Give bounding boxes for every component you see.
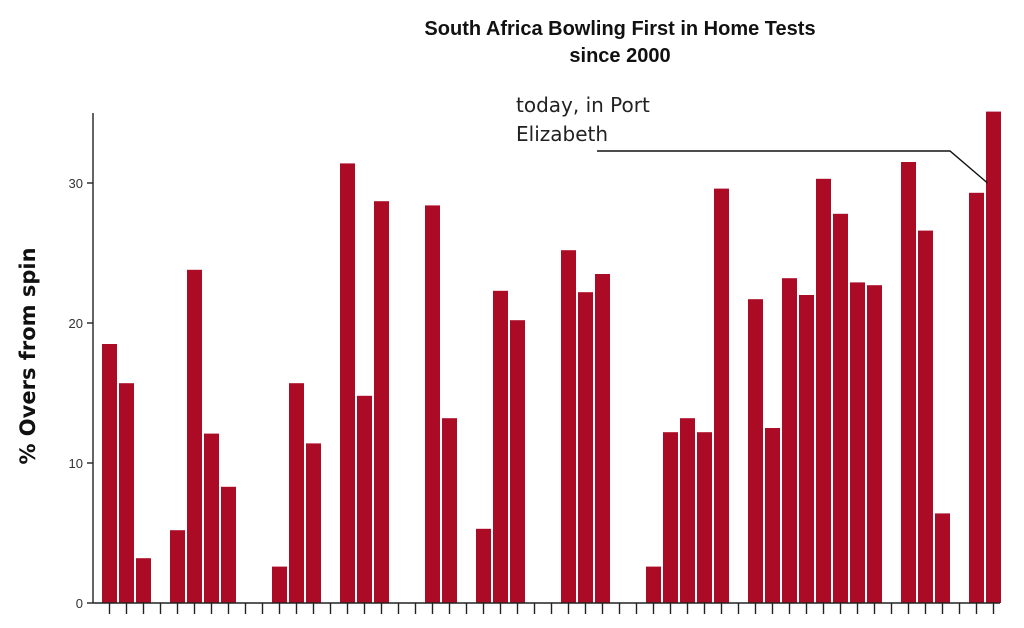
y-tick-label: 20 (69, 316, 83, 331)
bar (969, 192, 984, 604)
bar (748, 299, 763, 603)
bar (272, 566, 287, 603)
bar (357, 395, 372, 603)
bar (986, 111, 1001, 603)
y-tick-label: 0 (76, 596, 83, 611)
x-axis (93, 602, 1000, 614)
bar (340, 163, 355, 603)
bar (578, 292, 593, 603)
bar (680, 418, 695, 603)
annotation-line-1: today, in Port (516, 93, 650, 117)
bar (119, 383, 134, 603)
bar (816, 178, 831, 604)
bar (170, 530, 185, 603)
chart-title-line-1: South Africa Bowling First in Home Tests (424, 18, 815, 40)
bar (187, 269, 202, 603)
y-axis-label: % Overs from spin (16, 247, 40, 464)
annotation-line-2: Elizabeth (516, 122, 608, 146)
bar (765, 428, 780, 603)
y-tick-label: 10 (69, 456, 83, 471)
bar (663, 432, 678, 603)
bars (102, 111, 1001, 604)
chart-title: South Africa Bowling First in Home Tests… (424, 18, 815, 67)
bar (136, 558, 151, 603)
annotation: today, in Port Elizabeth (516, 93, 988, 184)
bar (102, 344, 117, 603)
bar (510, 320, 525, 603)
bar (595, 274, 610, 603)
bar (918, 230, 933, 603)
bar (306, 443, 321, 603)
bar (289, 383, 304, 603)
bar (476, 528, 491, 603)
y-axis: 0 10 20 30 (69, 113, 94, 611)
bar (697, 432, 712, 603)
bar (935, 513, 950, 603)
chart-title-line-2: since 2000 (569, 45, 670, 67)
annotation-leader-line (597, 150, 988, 184)
bar (850, 282, 865, 603)
bar (204, 433, 219, 603)
bar (221, 486, 236, 603)
bar (425, 205, 440, 603)
bar (561, 250, 576, 603)
bar (833, 213, 848, 604)
bar (493, 290, 508, 603)
bar (374, 201, 389, 603)
bar (646, 566, 661, 603)
bar (714, 188, 729, 603)
bar (442, 418, 457, 603)
bar (799, 295, 814, 603)
bar (782, 278, 797, 603)
bar (901, 162, 916, 603)
y-tick-label: 30 (69, 176, 83, 191)
bar (867, 285, 882, 603)
